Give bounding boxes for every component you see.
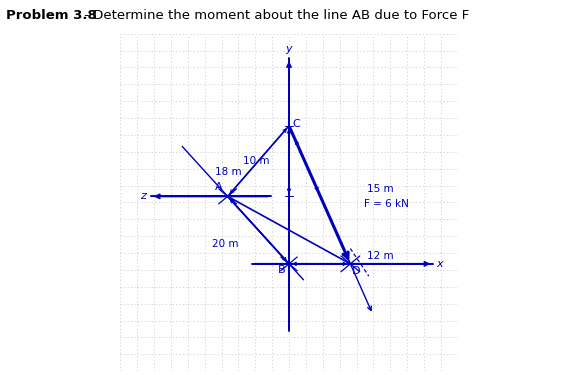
Text: F = 6 kN: F = 6 kN	[364, 199, 409, 209]
Text: 12 m: 12 m	[367, 251, 394, 261]
Text: A: A	[214, 182, 222, 192]
Text: - Determine the moment about the line AB due to Force F: - Determine the moment about the line AB…	[80, 9, 469, 22]
Text: C: C	[292, 119, 300, 129]
Text: Problem 3.8: Problem 3.8	[6, 9, 97, 22]
Text: 15 m: 15 m	[367, 184, 394, 194]
Text: 20 m: 20 m	[212, 239, 238, 249]
Text: D: D	[352, 266, 361, 276]
Text: x: x	[436, 259, 443, 269]
Text: 18 m: 18 m	[215, 167, 242, 177]
Text: B: B	[277, 266, 286, 275]
Text: z: z	[140, 191, 146, 201]
Text: 10 m: 10 m	[243, 156, 269, 166]
Text: y: y	[286, 44, 292, 54]
